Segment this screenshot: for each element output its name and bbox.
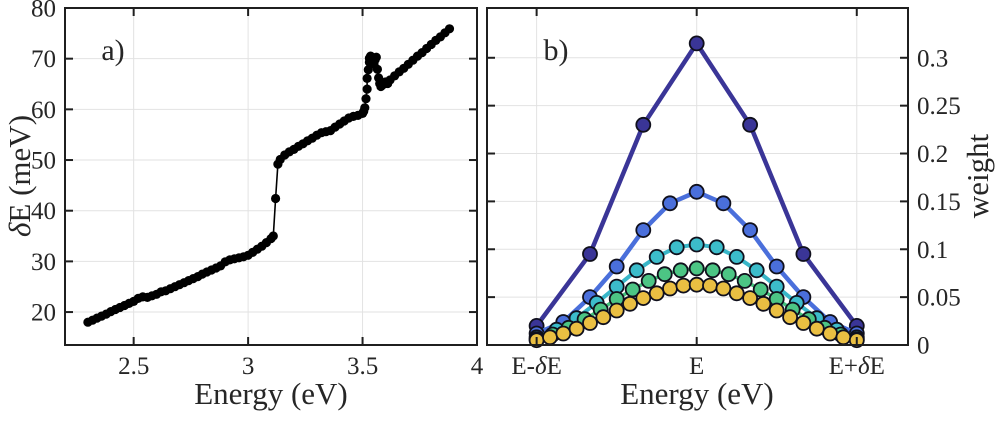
panel-b-plot: E-δE E E+δE 0 0.05 0.1 0.15 0.2 0.25 0.3 [486,7,961,380]
panel-a-y-tick-label: 80 [31,0,56,23]
panel-b-x-tick-label: E [689,353,704,380]
panel-a-plot: 2.5 3 3.5 4 20 30 40 50 60 70 80 [31,0,484,380]
panel-b-data [528,35,865,349]
panel-b-x-tick-label: E+δE [829,353,885,380]
panel-a-tick-labels: 2.5 3 3.5 4 20 30 40 50 60 70 80 [31,0,484,380]
delta-E-vs-energy-markers [83,24,455,327]
panel-a-y-tick-label: 70 [31,46,56,73]
panel-a-y-tick-label: 50 [31,148,56,175]
panel-b-ticks [487,8,908,346]
panel-b-y-tick-label: 0.3 [917,45,948,72]
panel-b-ylabel: weight [960,133,995,218]
panel-a-x-tick-label: 2.5 [118,353,149,380]
panel-a-x-tick-label: 4 [471,353,484,380]
panel-a-data [83,24,455,327]
panel-b-y-tick-label: 0.2 [917,141,948,168]
panel-b-xlabel: Energy (eV) [620,376,774,411]
panel-a-y-tick-label: 30 [31,249,56,276]
panel-a-ticks [65,7,478,345]
panel-a-y-tick-label: 20 [31,300,56,327]
panel-b-y-tick-label: 0.1 [917,237,948,264]
panel-a-x-tick-label: 3.5 [347,353,378,380]
panel-b-letter: b) [544,34,569,67]
panel-a-letter: a) [101,34,124,67]
panel-a-y-tick-label: 60 [31,97,56,124]
panel-b-tick-labels: E-δE E E+δE 0 0.05 0.1 0.15 0.2 0.25 0.3 [511,45,960,380]
panel-a-frame [64,7,478,346]
panel-b-x-tick-label: E-δE [511,353,562,380]
panel-b-y-tick-label: 0 [917,333,930,360]
panel-a-y-tick-label: 40 [31,198,56,225]
panel-b-y-tick-label: 0.15 [917,189,961,216]
panel-b-y-tick-label: 0.05 [917,285,961,312]
panel-a-xlabel: Energy (eV) [194,376,348,411]
panel-a-grid [65,8,477,345]
panel-a-x-tick-label: 3 [242,353,255,380]
panel-a-ylabel: δE (meV) [2,115,37,237]
panel-b-y-tick-label: 0.25 [917,93,961,120]
